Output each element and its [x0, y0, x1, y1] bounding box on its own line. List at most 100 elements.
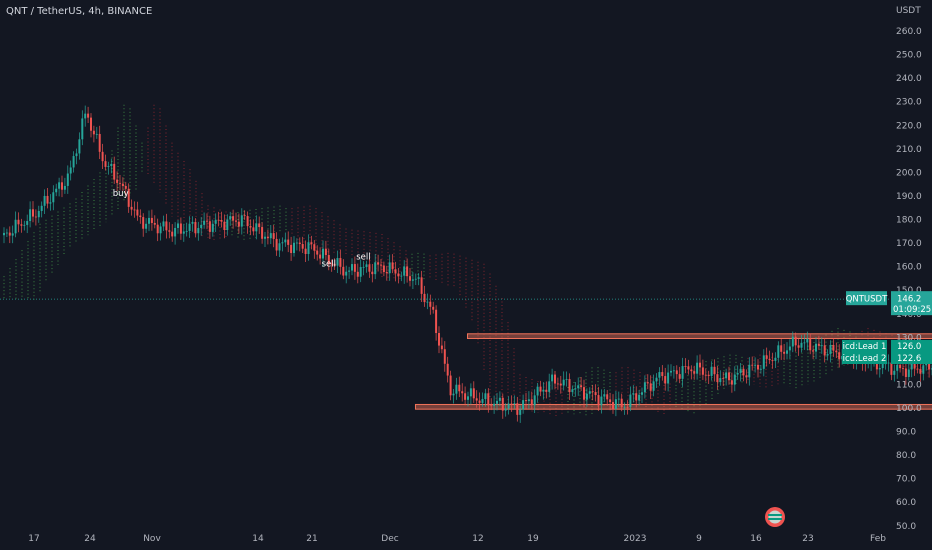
y-tick-label: 110.0	[896, 380, 922, 390]
candle-body	[240, 215, 243, 227]
lead-value: 126.0	[897, 342, 921, 352]
candle-body	[664, 376, 667, 384]
x-tick-label: 12	[472, 534, 483, 544]
candle-body	[362, 266, 365, 268]
candle-body	[464, 393, 467, 400]
candle-body	[417, 277, 420, 279]
candle-body	[522, 400, 525, 410]
candle-body	[374, 262, 377, 275]
candle-body	[490, 405, 493, 407]
candle-body	[817, 343, 820, 346]
x-tick-label: Dec	[381, 534, 398, 544]
candle-body	[203, 220, 206, 225]
candle-body	[815, 343, 817, 352]
candle-body	[580, 385, 583, 388]
tradingview-logo[interactable]	[765, 507, 785, 527]
candle-body	[661, 372, 664, 377]
price-tag	[891, 291, 932, 316]
candle-body	[168, 230, 171, 232]
candle-body	[710, 366, 713, 376]
candle-body	[156, 224, 159, 234]
x-tick-label: 17	[28, 534, 39, 544]
candle-body	[791, 336, 794, 347]
candle-body	[681, 366, 684, 379]
candle-body	[899, 364, 902, 369]
candle-body	[409, 276, 411, 281]
candle-body	[670, 370, 672, 373]
candle-body	[197, 228, 200, 234]
candle-body	[623, 406, 626, 408]
candle-body	[916, 368, 919, 370]
candle-body	[272, 233, 275, 239]
candle-body	[174, 227, 177, 237]
candle-body	[342, 266, 345, 276]
candle-body	[783, 351, 786, 354]
candle-body	[829, 344, 832, 355]
candle-body	[762, 355, 765, 369]
candle-body	[43, 195, 46, 206]
x-tick-label: 2023	[624, 534, 647, 544]
zone-2	[414, 403, 932, 410]
candle-body	[365, 264, 368, 267]
candle-body	[626, 406, 629, 408]
candle-body	[562, 379, 565, 386]
candle-body	[539, 386, 542, 392]
x-tick-label: 21	[306, 534, 317, 544]
lead-name-tag	[842, 340, 887, 352]
candle-body	[232, 216, 235, 221]
candle-body	[162, 221, 165, 227]
candle-body	[206, 220, 208, 222]
x-tick-label: 24	[84, 534, 96, 544]
candle-body	[182, 231, 185, 234]
candle-body	[403, 266, 406, 276]
y-tick-label: 60.0	[896, 498, 916, 508]
candle-body	[771, 360, 774, 361]
candle-body	[371, 271, 374, 275]
candle-body	[90, 117, 92, 131]
candle-body	[525, 400, 527, 402]
candle-body	[380, 264, 382, 266]
candle-body	[461, 391, 464, 394]
candle-body	[559, 383, 562, 386]
y-tick-label: 260.0	[896, 27, 922, 37]
candle-body	[55, 188, 58, 193]
candle-body	[600, 396, 603, 406]
candle-body	[504, 408, 507, 411]
candle-body	[217, 219, 220, 221]
candle-body	[652, 381, 655, 391]
candle-body	[751, 364, 754, 366]
y-tick-label: 180.0	[896, 216, 922, 226]
x-tick-label: 9	[696, 534, 702, 544]
candle-body	[597, 395, 600, 406]
candle-body	[440, 345, 443, 350]
zone-1	[467, 333, 932, 340]
candle-body	[435, 309, 438, 334]
candle-body	[139, 215, 142, 218]
candle-body	[617, 398, 620, 400]
candle-body	[458, 384, 461, 392]
y-tick-label: 230.0	[896, 98, 922, 108]
lead-value-tag	[891, 340, 932, 352]
price-series	[3, 105, 932, 423]
candle-body	[287, 239, 290, 245]
candle-body	[124, 185, 127, 189]
candle-body	[568, 379, 571, 393]
lead-value-tag	[891, 352, 932, 364]
candle-body	[777, 345, 780, 358]
candle-body	[353, 264, 356, 272]
candle-body	[719, 378, 722, 383]
candle-body	[881, 363, 884, 369]
y-tick-label: 170.0	[896, 239, 922, 249]
candle-body	[693, 371, 696, 374]
candle-body	[423, 293, 426, 303]
candle-body	[107, 166, 110, 167]
candle-body	[594, 392, 597, 396]
candle-body	[330, 263, 333, 265]
candle-body	[214, 219, 217, 224]
symbol-tag-label: QNTUSDT	[846, 295, 888, 305]
candle-body	[481, 399, 484, 403]
candle-body	[382, 265, 385, 273]
candle-body	[14, 219, 17, 234]
candle-body	[507, 403, 510, 409]
